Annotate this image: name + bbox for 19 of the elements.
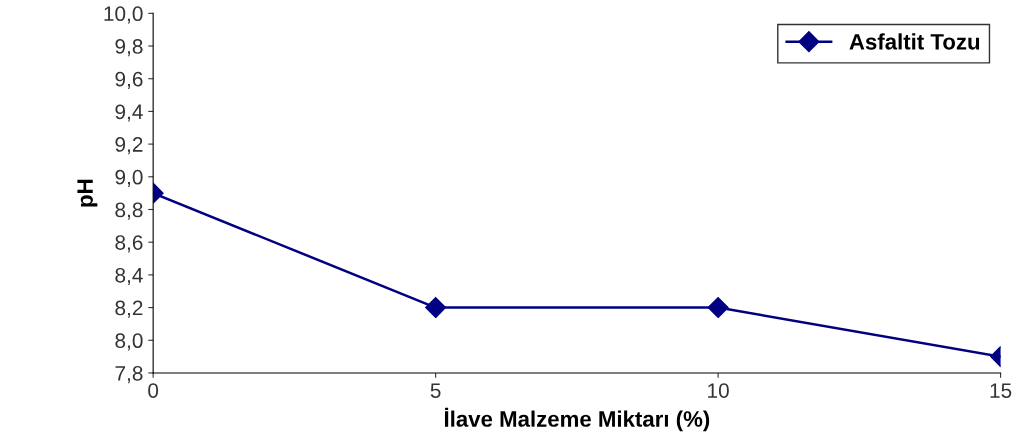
y-tick-label: 10,0 [104, 6, 143, 24]
y-tick-label: 8,2 [115, 300, 143, 318]
y-tick-label: 9,2 [115, 137, 143, 155]
y-tick-label: 8,8 [115, 202, 143, 220]
y-tick-label: 9,6 [115, 71, 143, 89]
x-tick-label: 10 [708, 383, 729, 398]
y-tick-label: 9,0 [115, 169, 143, 188]
x-tick-label: 0 [148, 383, 159, 398]
y-tick-label: 9,4 [115, 104, 143, 122]
y-tick-label: 8,6 [115, 235, 143, 253]
y-tick-label: 9,8 [115, 39, 143, 57]
y-tick-label: 7,8 [115, 365, 143, 384]
x-tick-label: 5 [430, 383, 441, 398]
legend-label: Asfaltit Tozu [849, 33, 980, 50]
y-axis-title: pH [77, 179, 98, 207]
y-tick-label: 8,0 [115, 333, 143, 351]
x-axis-title: İlave Malzeme Miktarı (%) [444, 407, 710, 432]
x-tick-label: 15 [990, 383, 1012, 398]
y-tick-label: 8,4 [115, 267, 143, 286]
